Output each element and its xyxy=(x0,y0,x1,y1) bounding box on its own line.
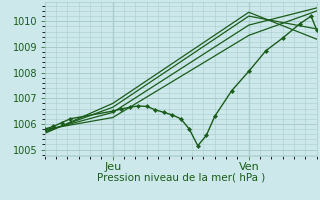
X-axis label: Pression niveau de la mer( hPa ): Pression niveau de la mer( hPa ) xyxy=(97,173,265,183)
